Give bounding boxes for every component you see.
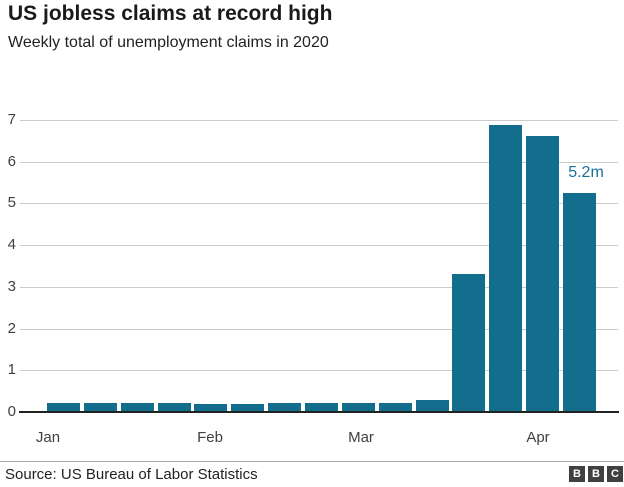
y-tick-label-3: 3 [7, 278, 16, 295]
x-axis-line [19, 411, 619, 413]
bar-week-1 [47, 403, 80, 412]
gridline-5 [20, 203, 618, 204]
bar-week-4 [158, 403, 191, 412]
bar-week-3 [121, 403, 154, 412]
y-tick-label-4: 4 [7, 236, 16, 253]
bar-week-10 [379, 403, 412, 412]
bar-week-8 [305, 403, 338, 412]
y-tick-label-0: 0 [7, 403, 16, 420]
bar-week-11 [416, 400, 449, 412]
bar-week-6 [231, 404, 264, 412]
gridline-3 [20, 287, 618, 288]
value-annotation: 5.2m [568, 164, 604, 181]
source-label: Source: US Bureau of Labor Statistics [5, 466, 258, 483]
y-tick-label-5: 5 [7, 194, 16, 211]
chart-subtitle: Weekly total of unemployment claims in 2… [8, 34, 329, 51]
bbc-logo-block-3: C [607, 466, 623, 482]
bar-week-7 [268, 403, 301, 412]
bar-week-9 [342, 403, 375, 412]
bar-week-2 [84, 403, 117, 412]
y-tick-label-7: 7 [7, 111, 16, 128]
bar-week-5 [194, 404, 227, 412]
gridline-2 [20, 329, 618, 330]
bar-week-15 [563, 193, 596, 412]
footer-divider [0, 461, 624, 462]
chart-title: US jobless claims at record high [8, 2, 333, 25]
y-tick-label-6: 6 [7, 153, 16, 170]
x-tick-label-feb: Feb [197, 429, 223, 446]
bar-week-14 [526, 136, 559, 412]
gridline-4 [20, 245, 618, 246]
x-tick-label-apr: Apr [526, 429, 550, 446]
bbc-logo-block-2: B [588, 466, 604, 482]
gridline-6 [20, 162, 618, 163]
y-tick-label-1: 1 [7, 361, 16, 378]
gridline-7 [20, 120, 618, 121]
bbc-logo-block-1: B [569, 466, 585, 482]
y-tick-label-2: 2 [7, 320, 16, 337]
gridline-1 [20, 370, 618, 371]
bar-week-13 [489, 125, 522, 412]
bar-week-12 [452, 274, 485, 412]
x-tick-label-mar: Mar [348, 429, 374, 446]
x-tick-label-jan: Jan [35, 429, 61, 446]
